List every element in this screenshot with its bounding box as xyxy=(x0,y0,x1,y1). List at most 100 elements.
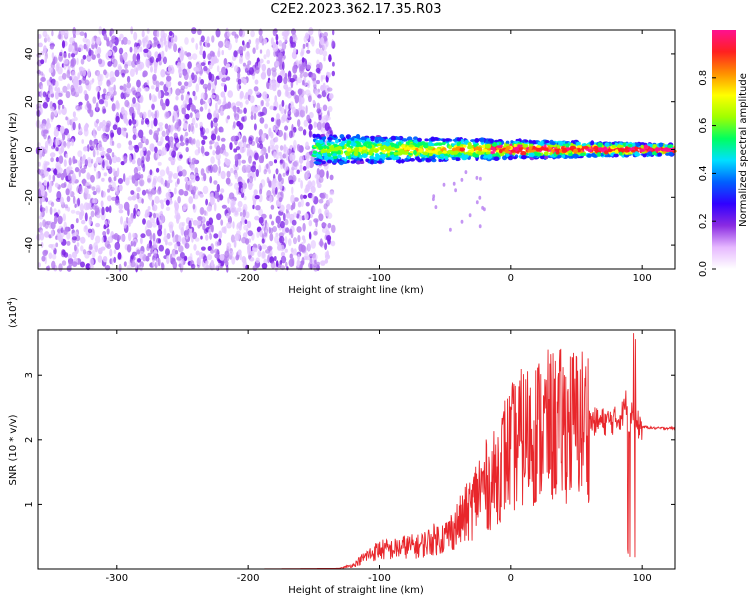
spectrogram-noise-cell xyxy=(269,214,272,220)
spectrogram-noise-cell xyxy=(121,72,125,78)
spectrogram-noise-cell xyxy=(71,236,78,241)
spectrogram-noise-cell xyxy=(174,202,178,209)
spectrogram-noise-cell xyxy=(91,78,95,83)
spectrogram-noise-cell xyxy=(155,57,159,63)
spectrogram-noise-cell xyxy=(95,184,101,191)
spectrogram-noise-cell xyxy=(255,65,260,74)
spectrogram-noise-cell xyxy=(128,140,133,146)
spectrogram-signal-cell xyxy=(326,159,333,164)
spectrogram-noise-cell xyxy=(316,63,320,69)
spectrogram-noise-cell xyxy=(80,261,85,268)
spectrogram-noise-cell xyxy=(308,231,312,240)
spectrogram-signal-cell xyxy=(433,143,438,146)
spectrogram-noise-cell xyxy=(102,135,108,143)
spectrogram-signal-cell xyxy=(427,146,434,151)
spectrogram-noise-cell xyxy=(87,228,93,234)
spectrogram-noise-cell xyxy=(273,159,278,164)
spectrogram-signal-cell xyxy=(356,160,361,165)
spectrogram-noise-cell xyxy=(111,103,116,112)
spectrogram-noise-cell xyxy=(142,39,146,48)
spectrogram-noise-cell xyxy=(258,136,263,142)
spectrogram-signal-cell xyxy=(577,141,581,146)
spectrogram-noise-cell xyxy=(153,130,159,137)
spectrogram-noise-cell xyxy=(231,31,237,36)
spectrogram-noise-cell xyxy=(136,264,139,269)
spectrogram-noise-cell xyxy=(162,33,168,38)
spectrogram-noise-cell xyxy=(253,113,257,120)
spectrogram-noise-cell xyxy=(123,83,127,92)
spectrogram-noise-cell xyxy=(154,195,160,204)
spectrogram-noise-cell xyxy=(176,178,180,185)
spectrogram-noise-cell xyxy=(121,127,124,136)
spectrogram-noise-cell xyxy=(200,168,205,176)
spectrogram-noise-cell xyxy=(95,86,100,92)
spectrogram-noise-cell xyxy=(163,56,167,65)
spectrogram-noise-cell xyxy=(279,145,284,151)
spectrogram-noise-cell xyxy=(210,259,214,267)
spectrogram-noise-cell xyxy=(246,151,251,157)
spectrogram-noise-cell xyxy=(311,73,317,81)
spectrogram-noise-cell xyxy=(283,76,288,85)
spectrogram-noise-cell xyxy=(84,159,88,167)
spectrogram-signal-cell xyxy=(390,135,396,141)
spectrogram-noise-cell xyxy=(189,112,193,118)
spectrogram-noise-cell xyxy=(165,98,170,107)
spectrogram-noise-cell xyxy=(312,253,318,261)
spectrogram-signal-cell xyxy=(507,155,514,161)
spectrogram-signal-cell xyxy=(505,143,510,147)
spectrogram-noise-cell xyxy=(313,121,317,129)
spectrogram-noise-cell xyxy=(298,95,303,105)
spectrogram-noise-cell xyxy=(324,242,328,250)
spectrogram-noise-cell xyxy=(246,50,250,57)
spectrogram-noise-cell xyxy=(225,212,230,219)
spectrogram-noise-cell xyxy=(323,31,329,38)
spectrogram-noise-cell xyxy=(216,241,221,246)
spectrogram-noise-cell xyxy=(118,65,122,72)
spectrogram-signal-cell xyxy=(642,152,647,158)
spectrogram-noise-cell xyxy=(243,196,247,201)
spectrogram-signal-cell xyxy=(339,134,345,139)
spectrogram-noise-cell xyxy=(316,79,320,85)
spectrogram-noise-cell xyxy=(111,196,117,201)
spectrogram-noise-cell xyxy=(136,186,141,193)
spectrogram-marks xyxy=(35,26,677,273)
spectrogram-noise-cell xyxy=(315,48,320,55)
spectrogram-noise-cell xyxy=(434,205,438,210)
spectrogram-noise-cell xyxy=(141,198,144,204)
spectrogram-noise-cell xyxy=(176,216,180,224)
spectrogram-noise-cell xyxy=(193,244,197,251)
spectrogram-noise-cell xyxy=(320,84,325,92)
spectrogram-signal-cell xyxy=(651,151,656,156)
spectrogram-noise-cell xyxy=(92,198,98,204)
spectrogram-noise-cell xyxy=(293,212,298,218)
spectrogram-noise-cell xyxy=(270,180,276,190)
spectrogram-noise-cell xyxy=(127,60,132,67)
spectrogram-noise-cell xyxy=(257,243,261,250)
spectrogram-noise-cell xyxy=(199,106,204,112)
spectrogram-noise-cell xyxy=(113,256,117,263)
spectrogram-noise-cell xyxy=(165,79,172,88)
spectrogram-noise-cell xyxy=(156,30,160,38)
spectrogram-noise-cell xyxy=(49,101,53,109)
spectrogram-noise-cell xyxy=(66,195,71,202)
spectrogram-noise-cell xyxy=(250,30,255,38)
spectrogram-noise-cell xyxy=(292,64,298,74)
spectrogram-noise-cell xyxy=(216,65,220,73)
spectrogram-noise-cell xyxy=(301,106,306,111)
spectrogram-noise-cell xyxy=(255,205,261,211)
spectrogram-noise-cell xyxy=(274,124,279,133)
spectrogram-signal-cell xyxy=(389,151,393,156)
spectrogram-noise-cell xyxy=(149,143,155,152)
spectrogram-noise-cell xyxy=(209,139,215,145)
spectrogram-signal-cell xyxy=(540,140,544,145)
spectrogram-noise-cell xyxy=(326,170,329,179)
spectrogram-noise-cell xyxy=(460,219,464,224)
spectrogram-noise-cell xyxy=(281,31,285,37)
spectrogram-noise-cell xyxy=(113,90,117,96)
spectrogram-noise-cell xyxy=(454,188,457,193)
spectrogram-noise-cell xyxy=(299,109,306,118)
spectrogram-noise-cell xyxy=(193,194,199,200)
spectrogram-noise-cell xyxy=(60,172,65,181)
spectrogram-noise-cell xyxy=(142,218,146,225)
spectrogram-noise-cell xyxy=(69,187,72,197)
